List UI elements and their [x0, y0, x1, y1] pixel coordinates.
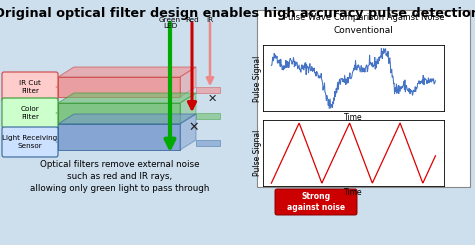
- Text: Red: Red: [185, 17, 199, 23]
- FancyBboxPatch shape: [275, 189, 357, 215]
- Text: Pulse Wave Comparison Against Noise: Pulse Wave Comparison Against Noise: [283, 13, 444, 22]
- FancyBboxPatch shape: [2, 98, 58, 128]
- FancyBboxPatch shape: [2, 127, 58, 157]
- Text: ✕: ✕: [207, 94, 217, 104]
- Text: IR Cut
Filter: IR Cut Filter: [19, 80, 41, 94]
- Text: Green
LED: Green LED: [159, 17, 181, 29]
- Polygon shape: [196, 87, 220, 93]
- Text: IR: IR: [207, 17, 214, 23]
- FancyBboxPatch shape: [2, 72, 58, 102]
- Polygon shape: [58, 93, 196, 103]
- Text: Color
Filter: Color Filter: [20, 106, 39, 120]
- Text: ✕: ✕: [189, 121, 199, 134]
- Text: ROHM: ROHM: [347, 97, 380, 107]
- Text: Optical filters remove external noise
such as red and IR rays,
allowing only gre: Optical filters remove external noise su…: [30, 160, 209, 193]
- X-axis label: Time: Time: [344, 113, 363, 122]
- Polygon shape: [180, 67, 196, 97]
- Text: Strong
against noise: Strong against noise: [287, 192, 345, 212]
- Y-axis label: Pulse Signal: Pulse Signal: [253, 130, 262, 176]
- Text: Original optical filter design enables high accuracy pulse detection: Original optical filter design enables h…: [0, 7, 475, 20]
- X-axis label: Time: Time: [344, 188, 363, 196]
- Polygon shape: [180, 114, 196, 150]
- Polygon shape: [58, 67, 196, 77]
- Text: Conventional: Conventional: [333, 26, 393, 35]
- Polygon shape: [196, 140, 220, 146]
- Polygon shape: [196, 113, 220, 119]
- Polygon shape: [180, 93, 196, 123]
- FancyBboxPatch shape: [257, 10, 470, 187]
- Polygon shape: [58, 103, 180, 123]
- Polygon shape: [58, 114, 196, 124]
- Polygon shape: [58, 77, 180, 97]
- Text: Light Receiving
Sensor: Light Receiving Sensor: [2, 135, 57, 149]
- Polygon shape: [58, 124, 180, 150]
- Y-axis label: Pulse Signal: Pulse Signal: [253, 55, 262, 102]
